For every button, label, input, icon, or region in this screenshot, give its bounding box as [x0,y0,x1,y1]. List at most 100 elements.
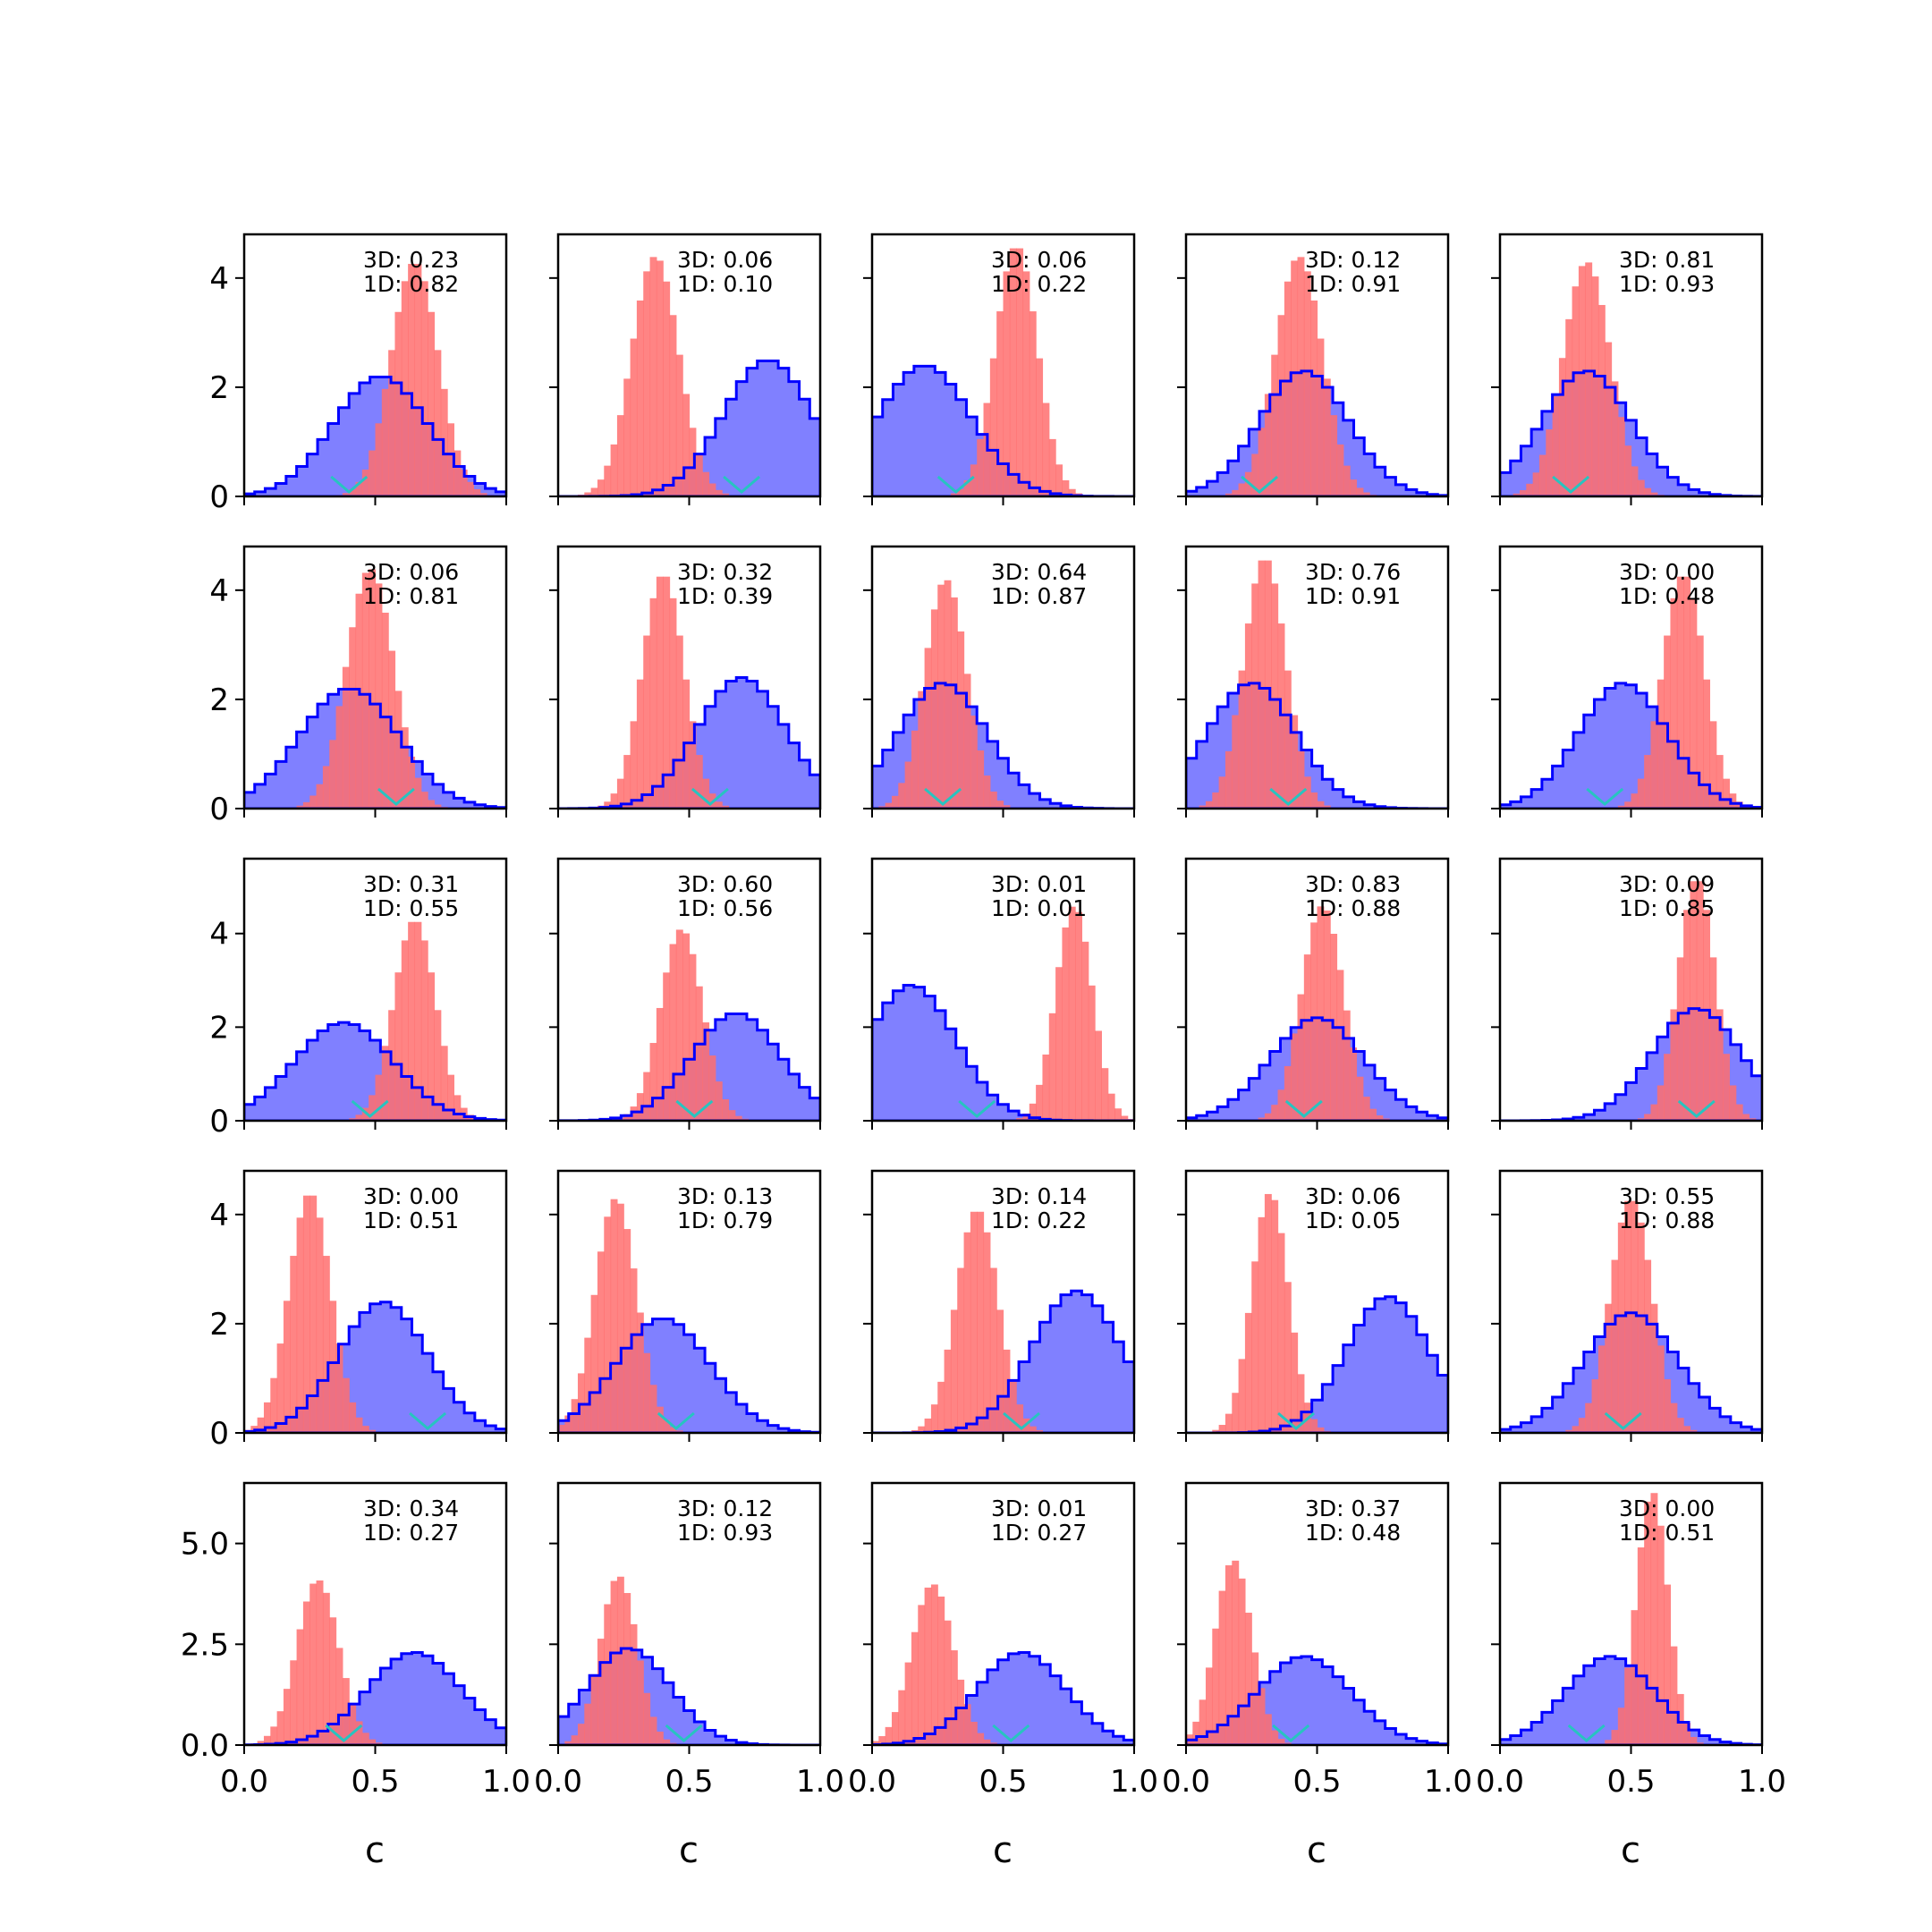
red-histogram-bar [1644,1114,1652,1121]
red-histogram-bar [904,1662,912,1745]
red-histogram-bar [1317,338,1325,496]
red-histogram-bar [1303,954,1311,1121]
red-histogram-bar [643,635,651,809]
red-histogram-bar [1297,994,1305,1121]
red-histogram-bar [401,940,409,1121]
annotation-text: 1D: 0.82 [363,271,459,297]
annotation-text: 1D: 0.10 [677,271,773,297]
red-histogram-bar [636,1312,644,1433]
red-histogram-bar [296,805,304,809]
true-value-marker [1586,787,1624,806]
red-histogram-bar [663,1419,671,1433]
red-histogram-bar [1310,1419,1318,1433]
red-histogram-bar [649,1716,657,1745]
red-histogram-bar [1637,1547,1645,1745]
annotation-text: 3D: 0.64 [991,559,1087,585]
red-histogram-bar [1258,1117,1266,1121]
red-histogram-bar [322,766,330,809]
red-histogram-bar [1565,318,1573,496]
red-histogram-bar [1676,957,1684,1121]
red-histogram-bar [1062,479,1070,496]
red-histogram-bar [911,730,919,809]
red-histogram-bar [911,1631,919,1745]
red-histogram-bar [375,1074,383,1121]
red-histogram-bar [695,755,703,809]
red-histogram-bar [937,1381,945,1433]
red-histogram-bar [1310,922,1318,1121]
red-histogram-bar [1055,967,1063,1121]
red-histogram-bar [702,1022,710,1121]
plot-area [872,580,1134,809]
red-histogram-bar [885,802,893,809]
red-histogram-bar [656,576,664,809]
red-histogram-bar [1644,487,1652,496]
red-histogram-bar [1238,1578,1246,1745]
red-histogram-bar [329,1617,337,1745]
red-histogram-bar [1003,1349,1011,1433]
true-value-marker [657,1411,695,1430]
red-histogram-bar [950,1309,958,1433]
red-histogram-bar [369,1429,377,1433]
red-histogram-bar [584,1337,592,1433]
red-histogram-bar [584,1703,592,1745]
blue-histogram-outline [1186,1016,1448,1121]
red-histogram-bar [616,1117,624,1121]
red-histogram-bar [1323,911,1331,1121]
red-histogram-bar [394,311,402,496]
plot-area [244,569,506,809]
blue-histogram-outline [1186,369,1448,496]
red-histogram-bar [656,1731,664,1745]
red-histogram-bar [1513,493,1521,496]
annotation-text: 1D: 0.81 [363,583,459,609]
red-histogram-bar [1605,1303,1613,1433]
y-tick-label: 0.0 [181,1728,229,1764]
true-value-marker [1284,1099,1323,1118]
red-histogram-bar [944,1620,952,1745]
red-histogram-bar [1271,1199,1279,1433]
red-histogram-bar [930,1404,938,1433]
plot-area [872,248,1134,496]
red-histogram-bar [604,1604,612,1745]
red-histogram-bar [440,1046,448,1121]
true-value-marker [325,1724,363,1742]
true-value-marker [958,1099,996,1118]
true-value-marker [1269,787,1308,806]
red-histogram-bar [309,1583,318,1745]
red-histogram-bar [636,1660,644,1745]
red-histogram-bar [1637,1222,1645,1433]
red-histogram-bar [1644,1259,1652,1433]
red-histogram-bar [361,1733,369,1745]
red-histogram-bar [1258,1688,1266,1745]
true-value-marker [723,475,761,494]
red-histogram-bar [1244,1613,1252,1745]
red-histogram-bar [564,1741,572,1745]
red-histogram-bar [1264,394,1272,496]
red-histogram-bar [479,493,487,496]
red-histogram-bar [1336,444,1344,496]
red-histogram-bar [682,933,691,1121]
red-histogram-bar [1709,721,1717,809]
annotation-text: 1D: 0.48 [1619,583,1715,609]
red-histogram-bar [1585,262,1593,496]
red-histogram-bar [1683,910,1691,1121]
red-histogram-bar [918,691,926,809]
red-histogram-bar [1526,483,1534,496]
red-histogram-bar [263,1735,271,1745]
red-histogram-bar [1238,670,1246,809]
true-value-marker [1552,475,1590,494]
blue-histogram-outline [1500,682,1762,809]
red-histogram-bar [604,465,612,496]
red-histogram-bar [630,338,638,496]
xlabels-group: c c c c c [365,1830,1640,1871]
blue-histogram-outline [872,1651,1134,1745]
red-histogram-bar [1258,560,1266,809]
red-histogram-bar [401,727,409,809]
red-histogram-bar [1258,428,1266,496]
y-tick-label: 2.5 [181,1627,229,1663]
red-histogram-bar [1637,479,1645,496]
red-histogram-bar [1271,583,1279,809]
red-histogram-bar [898,1690,906,1745]
red-histogram-bar [1277,315,1285,496]
